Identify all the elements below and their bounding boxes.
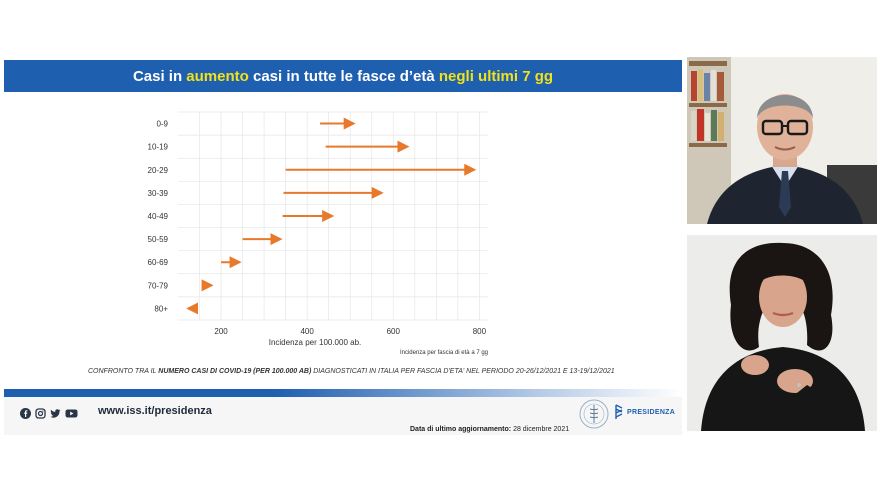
last-update-label: Data di ultimo aggiornamento:	[410, 426, 512, 433]
note-bold: NUMERO CASI DI COVID-19 (PER 100.000 AB)	[158, 368, 312, 375]
y-tick-label: 30-39	[148, 189, 169, 198]
note-prefix: CONFRONTO TRA IL	[88, 368, 159, 375]
title-part-highlight: negli ultimi 7 gg	[438, 67, 554, 85]
note-suffix: DIAGNOSTICATI IN ITALIA PER FASCIA D'ETA…	[311, 368, 615, 375]
last-update-value: 28 dicembre 2021	[511, 426, 570, 433]
y-tick-label: 0-9	[156, 120, 168, 129]
y-tick-label: 70-79	[148, 281, 169, 290]
footer-stripe	[4, 389, 682, 397]
youtube-icon[interactable]	[65, 406, 78, 418]
presidenza-label: PRESIDENZA	[627, 408, 676, 416]
x-tick-label: 400	[300, 327, 314, 336]
y-tick-label: 40-49	[148, 212, 169, 221]
x-axis-label: Incidenza per 100.000 ab.	[269, 338, 362, 347]
title-part: Casi in	[132, 67, 187, 85]
sign-language-interpreter-video	[687, 235, 877, 431]
last-update: Data di ultimo aggiornamento: 28 dicembr…	[410, 426, 569, 433]
instagram-icon[interactable]	[35, 406, 46, 419]
y-tick-label: 50-59	[148, 235, 169, 244]
x-tick-label: 200	[214, 327, 228, 336]
slide-title: Casi in aumento casi in tutte le fasce d…	[4, 60, 682, 92]
x-tick-label: 800	[473, 327, 487, 336]
iss-seal-logo	[578, 398, 610, 430]
site-url-link[interactable]: www.iss.it/presidenza	[98, 405, 212, 417]
y-tick-label: 20-29	[148, 166, 169, 175]
title-part: casi in tutte le fasce d’età	[248, 67, 439, 85]
twitter-icon[interactable]	[50, 406, 61, 418]
speaker-video	[687, 57, 877, 224]
y-tick-label: 10-19	[148, 143, 169, 152]
y-tick-label: 60-69	[148, 258, 169, 267]
social-links	[20, 406, 78, 419]
chart-subtitle: Incidenza per fascia di età a 7 gg	[400, 350, 488, 356]
footer	[4, 397, 682, 435]
title-part-highlight: aumento	[186, 67, 249, 85]
y-tick-label: 80+	[154, 304, 168, 313]
comparison-note: CONFRONTO TRA IL NUMERO CASI DI COVID-19…	[88, 368, 615, 375]
facebook-icon[interactable]	[20, 406, 31, 419]
x-tick-label: 600	[387, 327, 401, 336]
presidenza-mark-icon	[615, 404, 623, 419]
presidenza-logo: PRESIDENZA	[614, 402, 675, 422]
